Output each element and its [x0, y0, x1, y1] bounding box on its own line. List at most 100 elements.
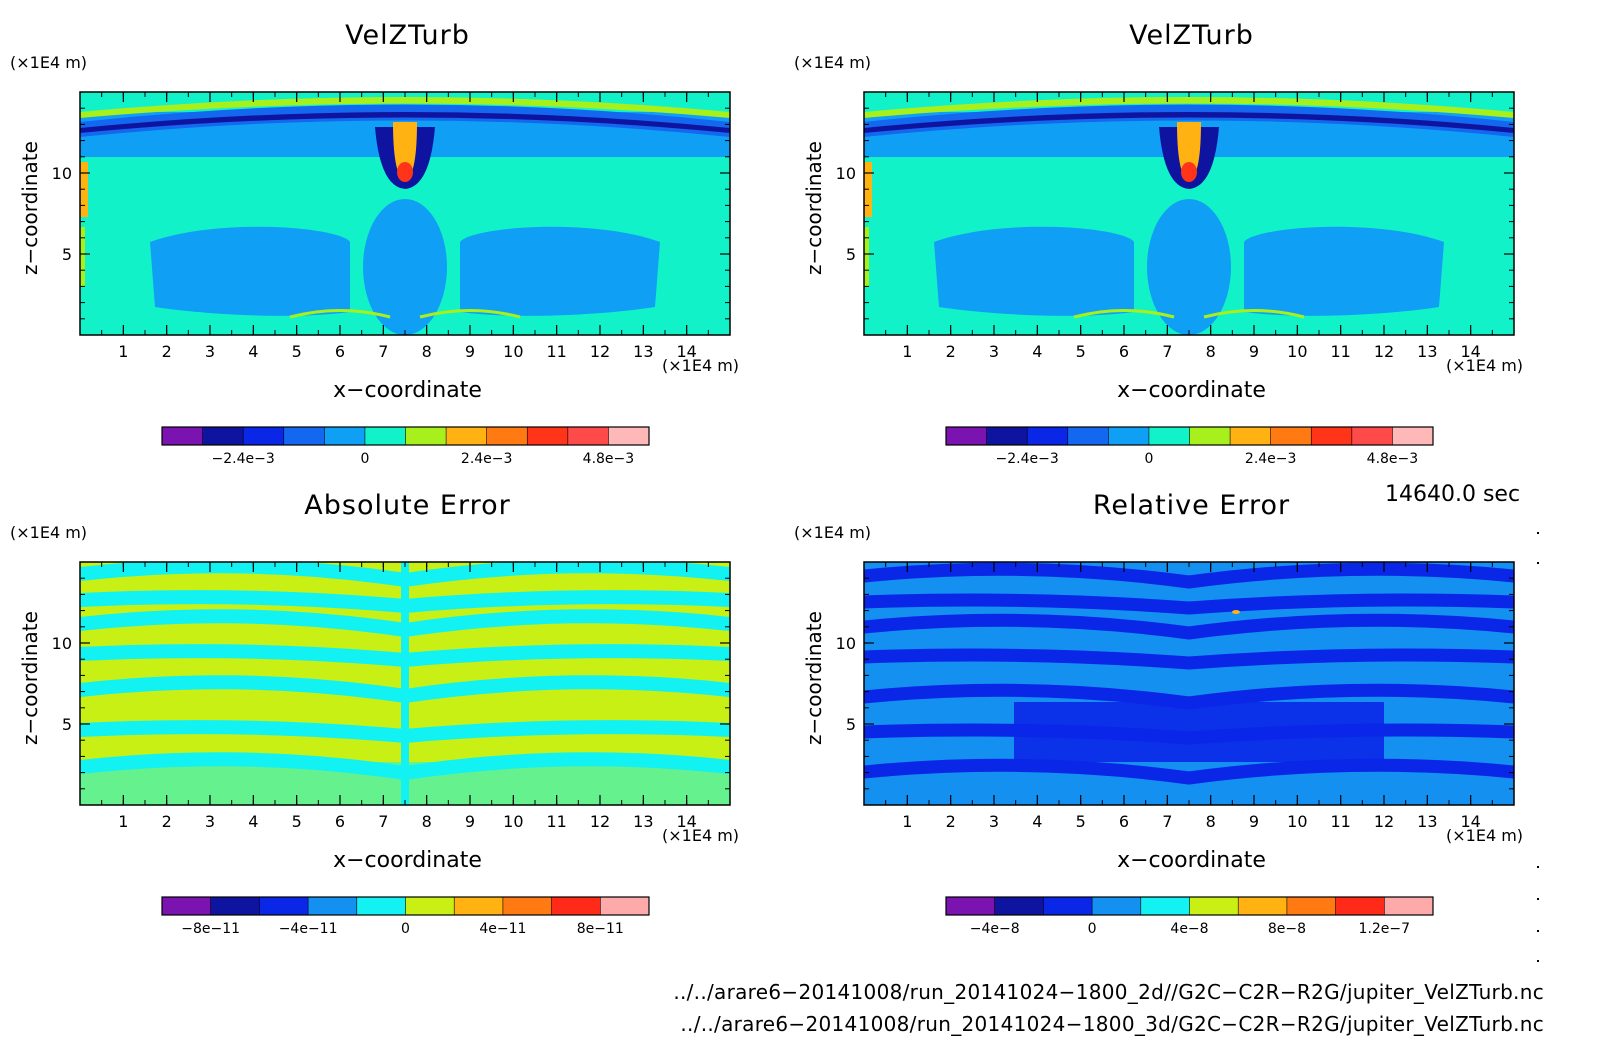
x-tick-label: 12 [1374, 342, 1394, 361]
x-tick-label: 7 [378, 342, 388, 361]
y-tick-label: 5 [62, 245, 72, 264]
colorbar-swatch [324, 427, 366, 445]
y-tick-label: 10 [836, 634, 856, 653]
x-tick-label: 11 [546, 812, 566, 831]
x-tick-label: 3 [205, 812, 215, 831]
colorbar-swatch [1384, 897, 1434, 915]
colorbar-swatch [162, 897, 212, 915]
x-tick-label: 13 [633, 342, 653, 361]
x-axis-label: x−coordinate [333, 378, 482, 403]
colorbar-swatch [1140, 897, 1190, 915]
x-tick-label: 13 [633, 812, 653, 831]
y-axis-label: z−coordinate [18, 611, 42, 745]
colorbar-swatch [1189, 427, 1231, 445]
colorbar-label: −4e−8 [970, 921, 1020, 937]
decorative-dot [1537, 562, 1539, 564]
x-tick-label: 14 [676, 812, 696, 831]
colorbar-swatch [1286, 897, 1337, 915]
y-axis-label: z−coordinate [18, 141, 42, 275]
x-tick-label: 10 [1287, 812, 1307, 831]
colorbar-label: 2.4e−3 [1245, 451, 1297, 467]
colorbar-swatch [405, 897, 455, 915]
colorbar-swatch [486, 427, 528, 445]
colorbar-swatch [308, 897, 358, 915]
x-tick-label: 13 [1417, 342, 1437, 361]
colorbar-swatch [1230, 427, 1272, 445]
colorbar-swatch [1335, 897, 1385, 915]
colorbar-swatch [502, 897, 553, 915]
x-tick-label: 12 [590, 342, 610, 361]
x-tick-label: 5 [1076, 342, 1086, 361]
x-tick-label: 4 [248, 812, 258, 831]
colorbar-swatch [1311, 427, 1353, 445]
y-unit-label: (×1E4 m) [10, 53, 88, 72]
x-tick-label: 1 [118, 342, 128, 361]
x-tick-label: 6 [335, 812, 345, 831]
x-tick-label: 2 [162, 342, 172, 361]
colorbar-swatch [1148, 427, 1190, 445]
decorative-dot [1537, 866, 1539, 868]
colorbar-swatch [986, 427, 1028, 445]
colorbar-swatch [210, 897, 260, 915]
colorbar-swatch [356, 897, 406, 915]
colorbar-swatch [1351, 427, 1393, 445]
colorbar-swatch [551, 897, 601, 915]
x-tick-label: 1 [118, 812, 128, 831]
x-tick-label: 7 [378, 812, 388, 831]
panel-absolute-error: Absolute Error (×1E4 m) 1 2 3 4 5 6 7 8 9 10 11 12 1… [0, 470, 780, 940]
colorbar-swatch [283, 427, 325, 445]
colorbar-swatch [405, 427, 447, 445]
chart-title: VelZTurb [345, 20, 470, 51]
x-tick-label: 14 [1460, 342, 1480, 361]
colorbar-swatch [1027, 427, 1069, 445]
colorbar-swatch [446, 427, 488, 445]
chart-title: VelZTurb [1129, 20, 1254, 51]
x-tick-label: 9 [465, 342, 475, 361]
colorbar-label: −8e−11 [181, 921, 240, 937]
x-tick-label: 4 [1032, 342, 1042, 361]
x-tick-label: 11 [1330, 342, 1350, 361]
x-tick-label: 9 [1249, 812, 1259, 831]
colorbar-label: 8e−11 [577, 921, 624, 937]
x-tick-label: 8 [422, 342, 432, 361]
x-tick-label: 14 [1460, 812, 1480, 831]
colorbar-swatch [259, 897, 309, 915]
colorbar-label: 2.4e−3 [461, 451, 513, 467]
x-axis-label: x−coordinate [1117, 848, 1266, 873]
x-tick-label: 3 [205, 342, 215, 361]
y-axis-label: z−coordinate [802, 141, 826, 275]
x-tick-label: 8 [422, 812, 432, 831]
timestamp-label: 14640.0 sec [1385, 482, 1521, 507]
y-unit-label: (×1E4 m) [794, 523, 872, 542]
y-axis-label: z−coordinate [802, 611, 826, 745]
file-path-2d: ../../arare6−20141008/run_20141024−1800_… [673, 980, 1544, 1004]
panel-velzturb-3d: VelZTurb (×1E4 m) 1 2 3 4 5 6 7 8 9 10 11 12 13 14 5 10… [784, 0, 1564, 470]
decorative-dot [1537, 898, 1539, 900]
x-tick-label: 6 [335, 342, 345, 361]
x-tick-label: 13 [1417, 812, 1437, 831]
x-tick-label: 4 [1032, 812, 1042, 831]
y-unit-label: (×1E4 m) [794, 53, 872, 72]
colorbar-swatch [1108, 427, 1150, 445]
panel-velzturb-2d: VelZTurb (×1E4 m) 1 2 3 4 5 6 7 8 9 10 11 12 13 14 5 10… [0, 0, 780, 470]
x-tick-label: 4 [248, 342, 258, 361]
x-tick-label: 14 [676, 342, 696, 361]
x-tick-label: 8 [1206, 812, 1216, 831]
x-tick-label: 3 [989, 342, 999, 361]
colorbar-swatch [1043, 897, 1093, 915]
colorbar-swatch [1092, 897, 1142, 915]
colorbar-swatch [202, 427, 244, 445]
colorbar-swatch [1270, 427, 1312, 445]
y-tick-label: 10 [52, 164, 72, 183]
colorbar-label: −2.4e−3 [212, 451, 275, 467]
decorative-dot [1537, 930, 1539, 932]
colorbar-swatch [994, 897, 1044, 915]
colorbar-label: 0 [1088, 921, 1097, 937]
x-tick-label: 6 [1119, 812, 1129, 831]
colorbar-label: 0 [401, 921, 410, 937]
colorbar-label: 0 [1144, 451, 1153, 467]
file-path-3d: ../../arare6−20141008/run_20141024−1800_… [680, 1012, 1544, 1036]
x-tick-label: 11 [546, 342, 566, 361]
